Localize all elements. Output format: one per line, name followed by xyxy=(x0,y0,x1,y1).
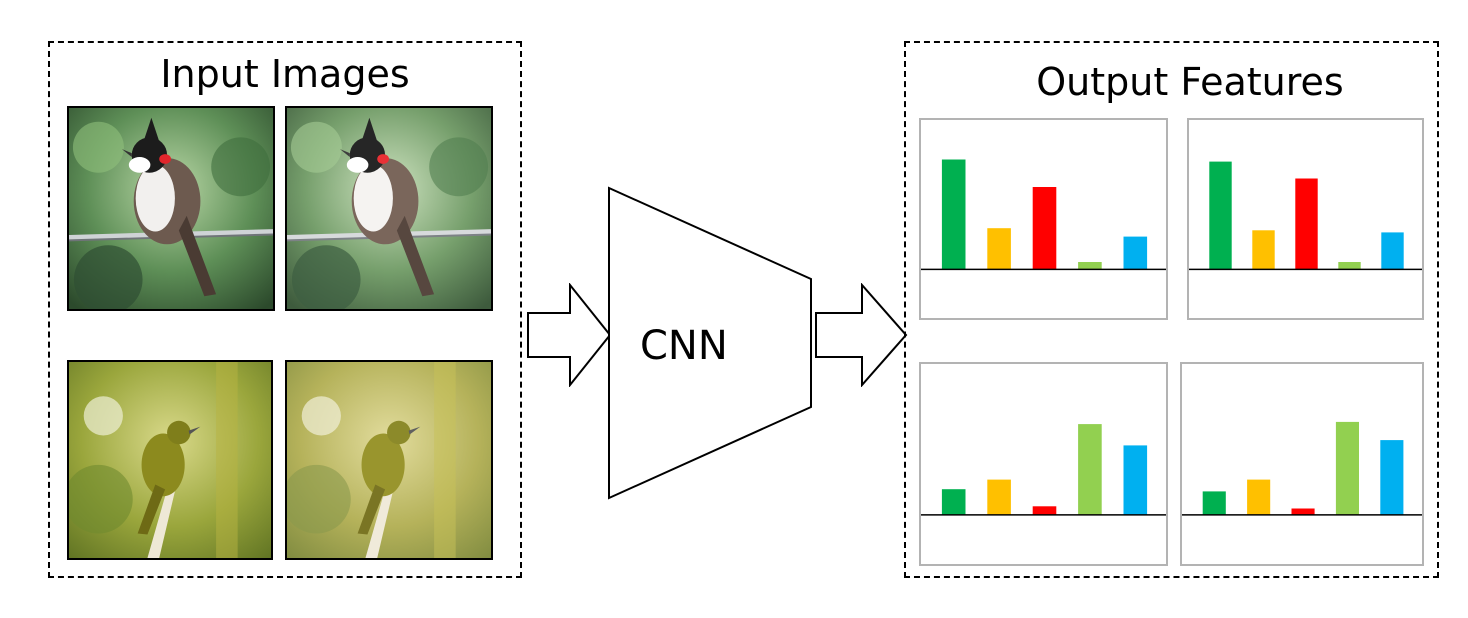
feature-bar-1 xyxy=(1202,491,1226,515)
cnn-trapezoid-icon xyxy=(608,186,812,500)
feature-bar-5 xyxy=(1123,236,1148,270)
feature-chart-2 xyxy=(1187,118,1424,320)
feature-bar-2 xyxy=(1247,479,1271,515)
feature-bar-1 xyxy=(1209,161,1232,270)
output-features-title: Output Features xyxy=(1036,60,1344,104)
cnn-label: CNN xyxy=(640,323,728,369)
input-image-bird-2-augmented xyxy=(285,360,493,560)
feature-bar-4 xyxy=(1078,424,1102,515)
feature-bar-2 xyxy=(987,479,1011,515)
feature-chart-1 xyxy=(919,118,1168,320)
feature-bar-5 xyxy=(1380,440,1404,515)
feature-bar-3 xyxy=(1291,508,1315,515)
feature-bar-1 xyxy=(941,489,966,515)
input-image-bird-1-augmented xyxy=(285,106,493,311)
input-image-bird-1-original xyxy=(67,106,275,311)
input-image-bird-2-original xyxy=(67,360,273,560)
hollow-right-arrow-icon xyxy=(527,283,612,387)
feature-chart-3 xyxy=(919,362,1168,566)
feature-chart-4 xyxy=(1180,362,1424,566)
hollow-right-arrow-icon xyxy=(815,283,908,387)
input-images-group xyxy=(48,41,522,578)
feature-bar-3 xyxy=(1032,506,1057,515)
feature-bar-4 xyxy=(1078,262,1102,270)
input-images-title: Input Images xyxy=(160,52,410,96)
feature-bar-1 xyxy=(941,159,966,270)
feature-bar-2 xyxy=(987,228,1011,270)
output-features-group xyxy=(904,41,1439,578)
feature-bar-3 xyxy=(1032,187,1057,270)
feature-bar-5 xyxy=(1381,232,1404,270)
feature-bar-3 xyxy=(1295,178,1318,270)
feature-bar-4 xyxy=(1335,421,1359,515)
feature-bar-5 xyxy=(1123,445,1148,515)
feature-bar-4 xyxy=(1338,262,1361,270)
feature-bar-2 xyxy=(1252,230,1275,270)
